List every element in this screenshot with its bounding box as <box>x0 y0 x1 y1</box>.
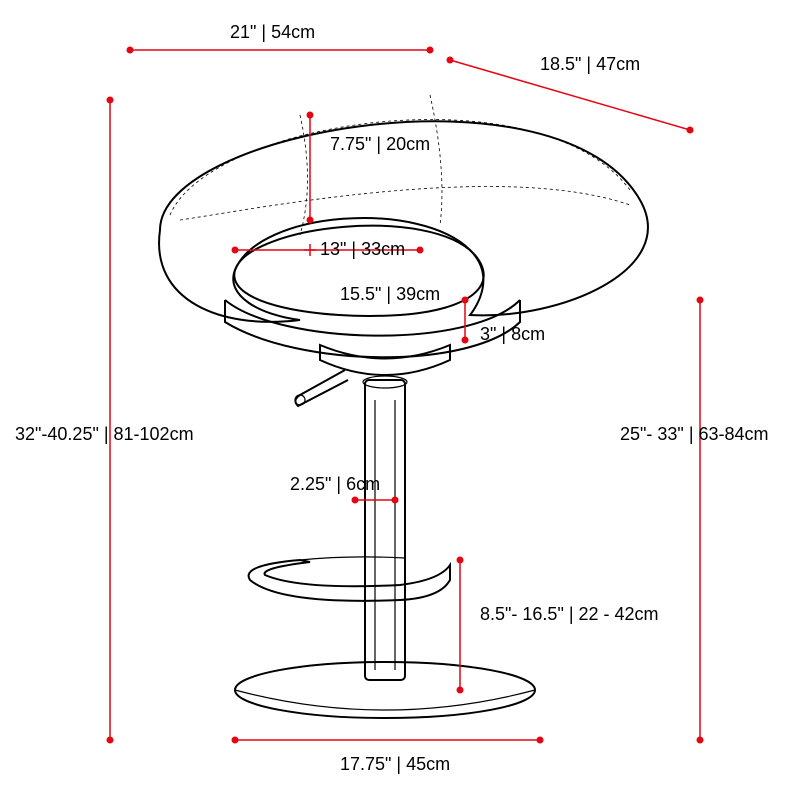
dimension-diagram: 21" | 54cm 18.5" | 47cm 7.75" | 20cm 13"… <box>0 0 800 800</box>
dim-seat-height: 25"- 33" | 63-84cm <box>620 424 769 444</box>
dim-seat-outer-w: 15.5" | 39cm <box>340 284 440 304</box>
dim-base-dia: 17.75" | 45cm <box>340 754 450 774</box>
dim-back-height: 7.75" | 20cm <box>330 134 430 154</box>
dim-seat-depth: 18.5" | 47cm <box>540 54 640 74</box>
dim-overall-height: 32"-40.25" | 81-102cm <box>15 424 194 444</box>
stool-drawing <box>159 95 648 718</box>
dim-overall-width: 21" | 54cm <box>230 22 315 42</box>
dim-seat-inner-w: 13" | 33cm <box>320 239 405 259</box>
dim-column-dia: 2.25" | 6cm <box>290 474 380 494</box>
dim-footrest-height: 8.5"- 16.5" | 22 - 42cm <box>480 604 659 624</box>
dim-cushion-thick: 3" | 8cm <box>480 324 545 344</box>
